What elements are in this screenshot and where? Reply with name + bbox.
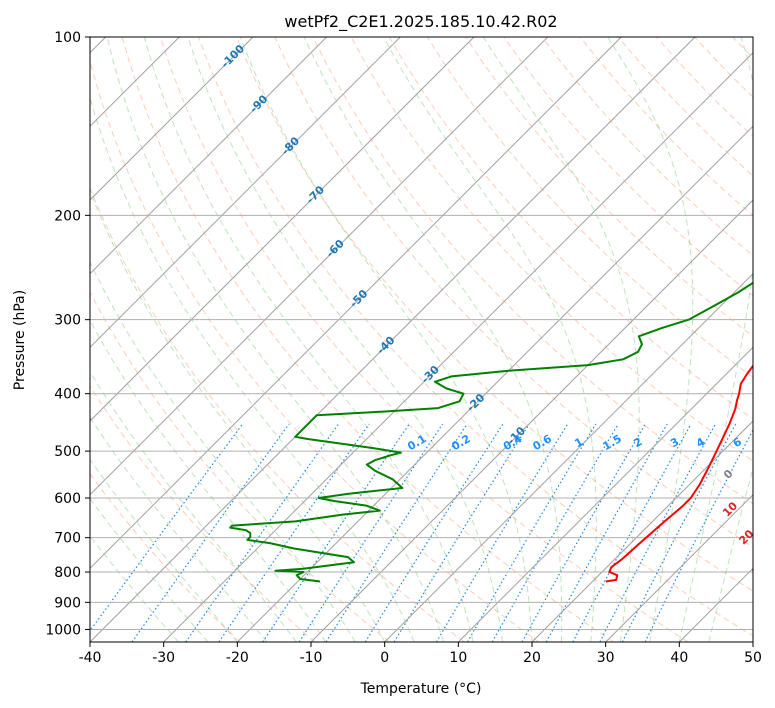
dry-adiabat bbox=[90, 186, 465, 642]
moist-adiabat bbox=[90, 370, 297, 642]
isotherm bbox=[90, 37, 475, 422]
isotherm bbox=[90, 37, 328, 275]
dry-adiabat bbox=[274, 37, 753, 548]
temperature-profile-line bbox=[605, 364, 753, 583]
x-tick-label: -20 bbox=[226, 650, 249, 666]
plot-frame bbox=[89, 36, 754, 643]
x-tick-label: 30 bbox=[597, 650, 615, 666]
mixing-ratio-line bbox=[131, 423, 290, 642]
moist-adiabat-label: 30 bbox=[750, 558, 770, 578]
dry-adiabat bbox=[426, 37, 753, 378]
x-tick-label: -10 bbox=[300, 650, 323, 666]
y-tick-label: 700 bbox=[54, 531, 81, 547]
moist-adiabat bbox=[143, 37, 474, 642]
moist-adiabat bbox=[90, 416, 268, 642]
mixing-ratio-line bbox=[218, 423, 370, 642]
dewpoint-profile-line bbox=[229, 281, 753, 583]
moist-adiabat bbox=[90, 319, 327, 642]
mixing-ratio-line bbox=[364, 423, 504, 642]
x-tick-label: 0 bbox=[380, 650, 389, 666]
moist-adiabat bbox=[708, 466, 753, 642]
moist-adiabat bbox=[90, 189, 386, 642]
moist-adiabat bbox=[303, 37, 563, 642]
moist-adiabat bbox=[239, 37, 533, 642]
dry-adiabat bbox=[312, 37, 753, 505]
chart-title: wetPf2_C2E1.2025.185.10.42.R02 bbox=[284, 12, 557, 32]
moist-adiabat bbox=[678, 37, 753, 642]
dry-adiabat bbox=[121, 37, 614, 642]
isotherm bbox=[457, 346, 753, 642]
isotherm bbox=[90, 37, 254, 201]
dry-adiabat bbox=[236, 37, 753, 592]
mixing-ratio-line bbox=[572, 423, 692, 642]
x-tick-label: 50 bbox=[744, 650, 762, 666]
y-tick-label: 600 bbox=[54, 491, 81, 507]
moist-adiabat bbox=[90, 260, 356, 642]
moist-adiabat bbox=[106, 37, 445, 642]
mixing-ratio-line bbox=[393, 423, 530, 642]
y-tick-label: 800 bbox=[54, 565, 81, 581]
dry-adiabat bbox=[159, 37, 689, 642]
isotherm bbox=[605, 493, 753, 642]
moist-adiabat bbox=[187, 37, 503, 642]
dry-adiabat bbox=[90, 472, 241, 642]
moist-adiabat bbox=[90, 535, 179, 642]
isotherm bbox=[236, 125, 753, 642]
isotherm bbox=[90, 37, 401, 349]
dry-adiabat bbox=[90, 59, 540, 642]
mixing-ratio-line bbox=[545, 423, 668, 642]
mixing-ratio-line bbox=[185, 423, 340, 642]
x-axis-label: Temperature (°C) bbox=[360, 681, 482, 697]
moist-adiabat bbox=[607, 37, 694, 642]
dry-adiabat bbox=[90, 384, 316, 642]
dry-adiabat bbox=[503, 37, 753, 297]
x-tick-label: 40 bbox=[670, 650, 688, 666]
mixing-ratio-line bbox=[466, 423, 597, 642]
mixing-ratio-line bbox=[262, 423, 410, 642]
isotherm bbox=[384, 272, 753, 642]
x-tick-label: -40 bbox=[79, 650, 102, 666]
y-tick-label: 400 bbox=[54, 387, 81, 403]
y-tick-label: 1000 bbox=[45, 622, 81, 638]
mixing-ratio-line bbox=[599, 423, 717, 642]
y-tick-label: 500 bbox=[54, 444, 81, 460]
isotherm bbox=[310, 199, 753, 642]
moist-adiabat bbox=[90, 497, 209, 642]
dry-adiabat bbox=[388, 37, 753, 420]
mixing-ratio-line bbox=[621, 423, 737, 642]
mixing-ratio-line bbox=[644, 428, 753, 642]
y-tick-label: 300 bbox=[54, 313, 81, 329]
y-tick-label: 900 bbox=[54, 595, 81, 611]
isotherm bbox=[163, 51, 753, 642]
isotherm bbox=[90, 37, 549, 496]
mixing-ratio-line bbox=[435, 423, 569, 642]
y-tick-label: 200 bbox=[54, 208, 81, 224]
mixing-ratio-line bbox=[521, 423, 646, 642]
dry-adiabat bbox=[90, 291, 390, 642]
moist-adiabat bbox=[90, 458, 238, 642]
dry-adiabat bbox=[350, 37, 753, 462]
moist-adiabat bbox=[482, 37, 640, 642]
dry-adiabat bbox=[465, 37, 753, 338]
y-tick-label: 100 bbox=[54, 30, 81, 46]
x-tick-label: 10 bbox=[449, 650, 467, 666]
isotherm bbox=[90, 37, 622, 570]
x-tick-label: -30 bbox=[152, 650, 175, 666]
isotherm bbox=[90, 37, 696, 642]
moist-adiabat bbox=[383, 37, 597, 642]
y-axis-label: Pressure (hPa) bbox=[12, 290, 28, 390]
isotherm bbox=[531, 420, 753, 642]
x-tick-label: 20 bbox=[523, 650, 541, 666]
